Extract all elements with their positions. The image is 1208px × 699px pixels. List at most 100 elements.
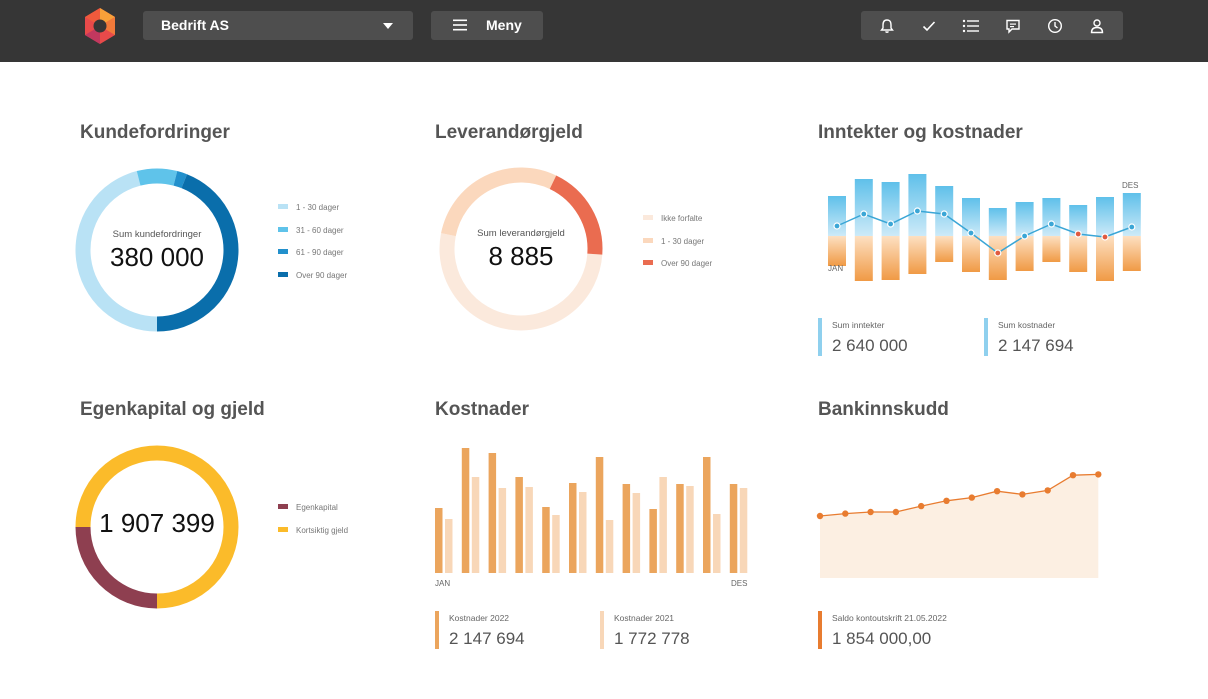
history-button[interactable]	[1034, 11, 1076, 40]
cost-2022-bar[interactable]	[649, 509, 657, 573]
balance-point[interactable]	[1095, 471, 1102, 478]
expense-bar[interactable]	[1122, 236, 1141, 271]
inntekter-kostnader-chart[interactable]	[820, 170, 1150, 285]
egenkapital-donut[interactable]	[74, 444, 240, 610]
hamburger-icon	[453, 19, 467, 31]
cost-2021-bar[interactable]	[659, 477, 667, 573]
cost-2021-bar[interactable]	[525, 487, 533, 573]
sum-inntekter-label: Sum inntekter	[832, 320, 885, 330]
donut-segment[interactable]	[441, 167, 557, 237]
profile-button[interactable]	[1076, 11, 1118, 40]
cost-2021-bar[interactable]	[579, 492, 587, 573]
result-point[interactable]	[833, 222, 841, 230]
cost-2022-bar[interactable]	[595, 457, 604, 573]
balance-point[interactable]	[892, 508, 900, 516]
expense-bar[interactable]	[854, 236, 873, 281]
expense-bar[interactable]	[962, 236, 980, 272]
donut-segment[interactable]	[156, 174, 239, 332]
result-point[interactable]	[994, 249, 1002, 257]
result-point[interactable]	[913, 207, 922, 215]
donut-segment[interactable]	[75, 526, 158, 609]
donut-segment[interactable]	[75, 445, 239, 609]
expense-bar[interactable]	[1096, 236, 1114, 281]
expense-bar[interactable]	[1069, 236, 1088, 272]
result-point[interactable]	[1047, 220, 1055, 228]
cost-2022-bar[interactable]	[435, 508, 443, 573]
donut-segment[interactable]	[173, 171, 188, 189]
kostnader-2021-label: Kostnader 2021	[614, 613, 675, 623]
cost-2021-bar[interactable]	[739, 488, 748, 573]
kostnader-chart[interactable]	[434, 445, 754, 575]
leverandorgjeld-donut[interactable]	[438, 166, 604, 332]
income-bar[interactable]	[1015, 202, 1034, 236]
menu-button[interactable]: Meny	[431, 11, 543, 40]
balance-point[interactable]	[1019, 491, 1026, 498]
notifications-button[interactable]	[866, 11, 908, 40]
donut-segment[interactable]	[136, 168, 178, 186]
cost-2021-bar[interactable]	[605, 520, 614, 573]
expense-bar[interactable]	[1042, 236, 1061, 262]
income-bar[interactable]	[854, 179, 873, 236]
cost-2021-bar[interactable]	[445, 519, 453, 573]
expense-bar[interactable]	[1015, 236, 1034, 271]
cost-2022-bar[interactable]	[703, 457, 711, 573]
balance-point[interactable]	[1069, 472, 1077, 479]
income-bar[interactable]	[988, 208, 1007, 236]
donut-segment[interactable]	[549, 175, 603, 255]
cost-2022-bar[interactable]	[488, 453, 497, 573]
income-bar[interactable]	[1042, 198, 1061, 236]
legend-item: Over 90 dager	[643, 259, 712, 282]
income-bar[interactable]	[828, 196, 846, 236]
cost-2022-bar[interactable]	[676, 484, 684, 573]
cost-2021-bar[interactable]	[713, 514, 721, 573]
expense-bar[interactable]	[908, 236, 927, 274]
income-bar[interactable]	[962, 198, 980, 236]
cost-2021-bar[interactable]	[471, 477, 480, 573]
balance-point[interactable]	[1044, 487, 1051, 494]
result-point[interactable]	[1074, 230, 1082, 238]
kundefordringer-donut[interactable]	[74, 167, 240, 333]
cost-2022-bar[interactable]	[622, 484, 631, 573]
cost-2021-bar[interactable]	[498, 488, 507, 573]
expense-bar[interactable]	[881, 236, 900, 280]
income-bar[interactable]	[1096, 197, 1114, 236]
list-button[interactable]	[950, 11, 992, 40]
result-point[interactable]	[860, 210, 868, 218]
balance-point[interactable]	[816, 512, 824, 520]
cost-2022-bar[interactable]	[461, 448, 470, 573]
expense-bar[interactable]	[828, 236, 846, 266]
income-bar[interactable]	[908, 174, 927, 236]
cost-2022-bar[interactable]	[729, 484, 738, 573]
cost-2022-bar[interactable]	[542, 507, 550, 573]
cost-2022-bar[interactable]	[569, 483, 577, 573]
result-point[interactable]	[886, 220, 895, 228]
income-bar[interactable]	[881, 182, 900, 236]
expense-bar[interactable]	[935, 236, 954, 262]
cost-2022-bar[interactable]	[515, 477, 523, 573]
cost-2021-bar[interactable]	[686, 486, 694, 573]
company-select[interactable]: Bedrift AS	[143, 11, 413, 40]
cost-2021-bar[interactable]	[552, 515, 560, 573]
messages-button[interactable]	[992, 11, 1034, 40]
result-point[interactable]	[1101, 233, 1109, 241]
balance-point[interactable]	[943, 497, 950, 504]
expense-bar[interactable]	[988, 236, 1007, 280]
income-bar[interactable]	[1069, 205, 1088, 236]
balance-point[interactable]	[968, 494, 975, 501]
result-point[interactable]	[1021, 232, 1029, 240]
cost-2021-bar[interactable]	[632, 493, 641, 573]
company-logo-icon[interactable]	[80, 6, 120, 46]
balance-point[interactable]	[842, 510, 849, 517]
balance-point[interactable]	[867, 508, 874, 516]
donut-segment[interactable]	[75, 171, 158, 332]
income-bar[interactable]	[1122, 193, 1141, 236]
bankinnskudd-chart[interactable]	[816, 436, 1102, 580]
tasks-button[interactable]	[908, 11, 950, 40]
donut-segment[interactable]	[439, 233, 603, 331]
sum-kostnader-label: Sum kostnader	[998, 320, 1056, 330]
result-point[interactable]	[967, 229, 975, 237]
result-point[interactable]	[940, 210, 948, 218]
balance-point[interactable]	[993, 488, 1001, 495]
balance-point[interactable]	[918, 502, 925, 510]
result-point[interactable]	[1128, 223, 1136, 231]
